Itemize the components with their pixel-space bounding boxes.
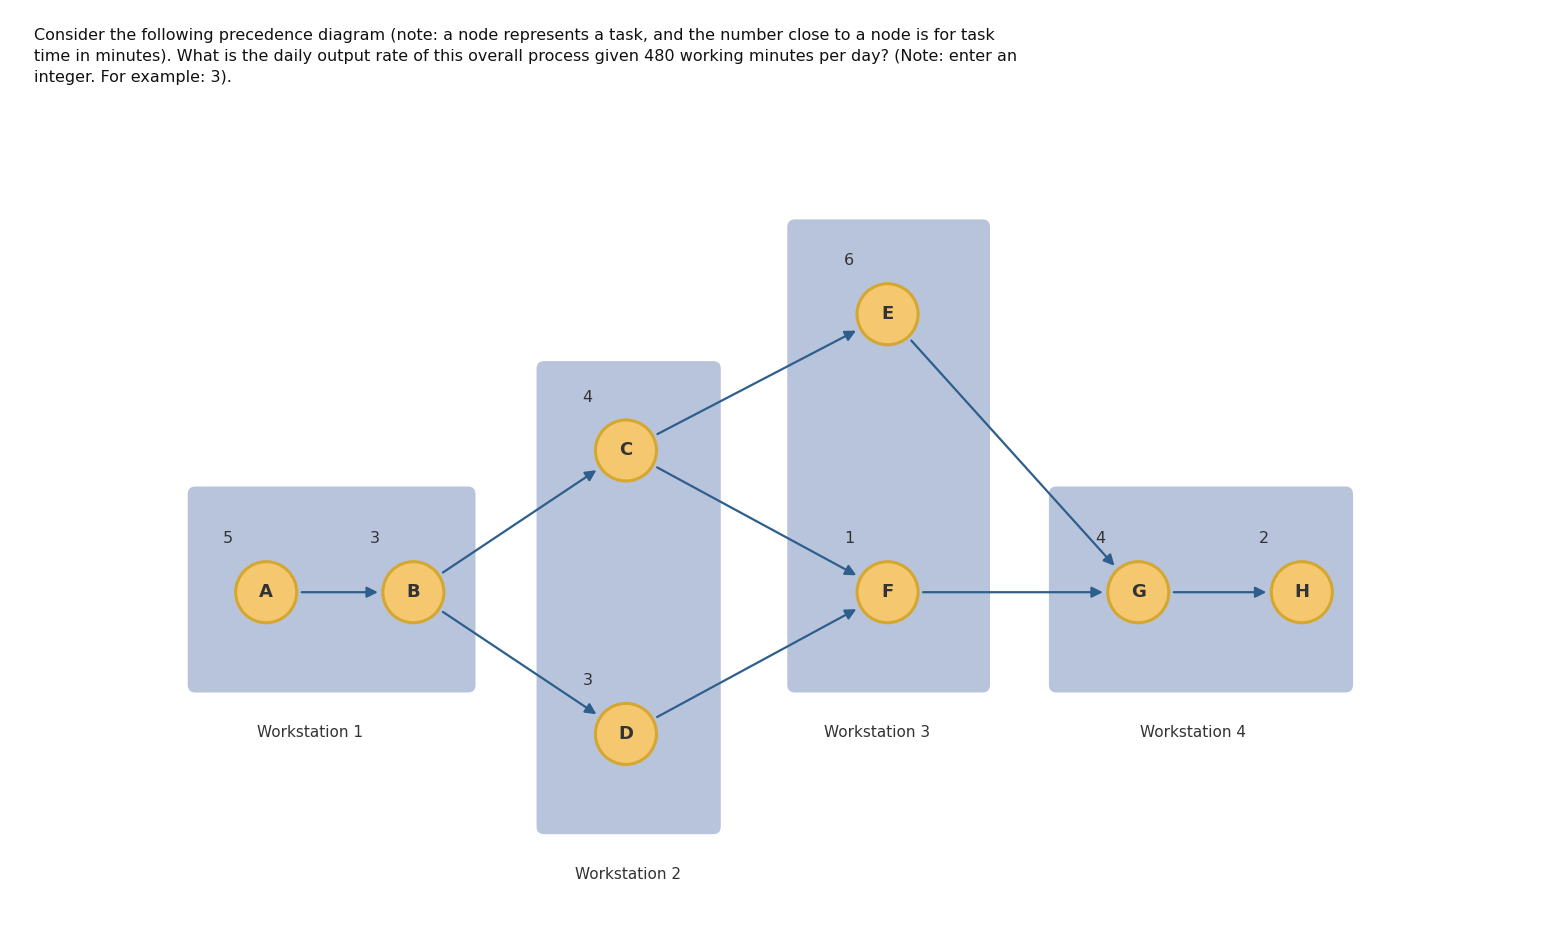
Text: E: E (881, 305, 894, 324)
Circle shape (858, 562, 919, 623)
FancyBboxPatch shape (787, 219, 989, 692)
Text: 3: 3 (370, 532, 379, 547)
Circle shape (383, 562, 444, 623)
Circle shape (235, 562, 296, 623)
Text: G: G (1131, 583, 1146, 601)
Text: 5: 5 (223, 532, 234, 547)
Text: A: A (259, 583, 273, 601)
Text: 4: 4 (583, 389, 593, 404)
Text: C: C (619, 442, 632, 460)
Circle shape (596, 704, 657, 764)
Text: 3: 3 (583, 673, 593, 688)
Text: 6: 6 (844, 253, 855, 268)
FancyBboxPatch shape (1049, 487, 1353, 692)
Circle shape (858, 283, 919, 345)
Text: B: B (406, 583, 420, 601)
Text: 1: 1 (844, 532, 855, 547)
Text: H: H (1294, 583, 1309, 601)
FancyBboxPatch shape (536, 361, 721, 834)
Text: 2: 2 (1259, 532, 1269, 547)
Circle shape (1107, 562, 1168, 623)
Text: Workstation 3: Workstation 3 (823, 725, 930, 740)
Text: Consider the following precedence diagram (note: a node represents a task, and t: Consider the following precedence diagra… (34, 28, 1018, 85)
Text: Workstation 1: Workstation 1 (257, 725, 362, 740)
FancyBboxPatch shape (188, 487, 475, 692)
Text: D: D (618, 725, 633, 743)
Text: Workstation 4: Workstation 4 (1140, 725, 1247, 740)
Circle shape (1272, 562, 1333, 623)
Text: 4: 4 (1094, 532, 1105, 547)
Text: Workstation 2: Workstation 2 (575, 867, 681, 882)
Circle shape (596, 420, 657, 481)
Text: F: F (881, 583, 894, 601)
